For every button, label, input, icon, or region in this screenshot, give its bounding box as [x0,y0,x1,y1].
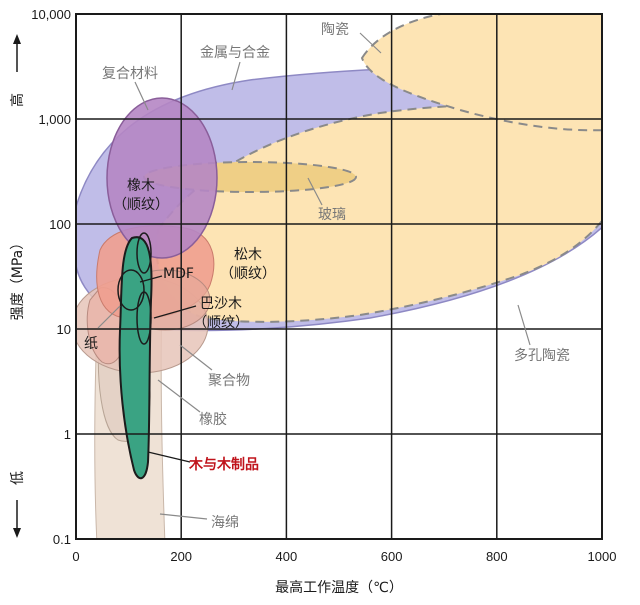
y-high-label: 高 [9,93,26,107]
region-labels: 陶瓷 金属与合金 复合材料 橡木 （顺纹） 玻璃 松木 （顺纹） MDF 巴沙木… [84,22,570,531]
label-balsa: 巴沙木 [200,296,242,312]
label-metals: 金属与合金 [200,45,270,61]
label-rubber: 橡胶 [199,411,227,428]
y-axis-title: 强度（MPa） [10,236,26,320]
x-tick-labels: 0 200 400 600 800 1000 [72,549,616,564]
x-tick-label: 400 [276,549,298,564]
region-wood-inner-2 [117,269,145,311]
y-tick-label: 0.1 [53,532,71,547]
y-tick-label: 10 [57,322,71,337]
leader-glass [307,177,323,206]
y-tick-label: 1,000 [38,112,71,127]
label-mdf: MDF [163,266,194,282]
label-foam: 海绵 [211,514,239,531]
plot-frame [75,13,603,540]
y-tick-label: 1 [64,427,71,442]
leader-mdf [139,275,163,283]
x-axis-title: 最高工作温度（℃） [275,579,403,596]
y-tick-labels: 0.1 1 10 100 1,000 10,000 [31,7,71,547]
leader-wood [147,451,191,463]
leader-paper [97,305,121,329]
leader-rubber [157,379,201,413]
label-paper: 纸 [84,336,98,352]
leader-foam [159,513,208,520]
leader-metals [231,61,241,91]
region-porous-ceramics [155,103,602,323]
y-tick-label: 10,000 [31,7,71,22]
label-composites: 复合材料 [102,65,158,82]
label-porous-ceramics: 多孔陶瓷 [514,347,570,364]
down-arrow-head-icon [13,528,21,538]
leader-polymers [179,344,213,371]
y-high-indicator: 高 [9,34,26,107]
region-ceramics [360,14,602,132]
y-low-label: 低 [10,471,26,485]
label-ceramics: 陶瓷 [321,22,349,38]
regions [76,14,602,539]
label-balsa-sub: （顺纹） [193,315,249,331]
label-oak: 橡木 [127,178,155,194]
label-glass: 玻璃 [318,206,346,223]
x-tick-label: 600 [381,549,403,564]
y-low-indicator: 低 [10,471,26,538]
x-tick-label: 800 [486,549,508,564]
label-polymers: 聚合物 [208,373,250,389]
leader-porous-ceramics [517,304,531,346]
region-composites [106,97,218,259]
x-tick-label: 0 [72,549,79,564]
up-arrow-head-icon [13,34,21,44]
label-oak-sub: （顺纹） [113,197,169,213]
y-tick-label: 100 [49,217,71,232]
leader-composites [134,81,149,111]
region-wood-inner-1 [136,232,152,274]
leader-lines [97,32,531,520]
label-pine-sub: （顺纹） [220,266,276,282]
region-wood-inner-3 [136,291,152,345]
leader-balsa [153,305,197,319]
x-tick-label: 200 [170,549,192,564]
leader-ceramics [359,32,382,54]
x-tick-label: 1000 [588,549,617,564]
label-pine: 松木 [234,247,262,263]
label-wood: 木与木制品 [188,456,259,473]
